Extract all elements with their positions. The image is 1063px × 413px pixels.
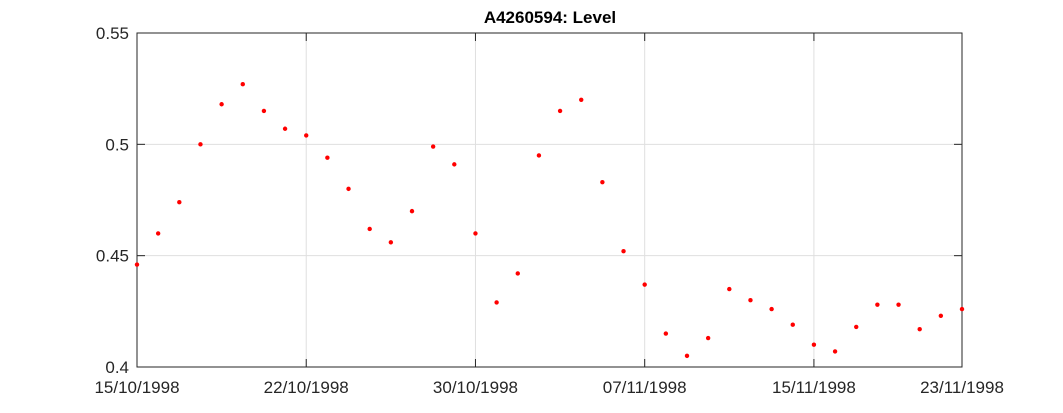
plot-area-frame [136,32,963,368]
data-point [748,298,753,303]
x-tick-label: 15/11/1998 [772,378,856,397]
data-point [875,302,880,307]
grid-lines [137,33,962,367]
x-tick-label: 15/10/1998 [94,378,179,397]
data-point [134,262,140,267]
data-point [388,240,394,245]
data-point [240,82,245,87]
chart-title: A4260594: Level [484,8,616,27]
data-point [684,353,690,359]
data-point [959,306,965,312]
data-point [282,126,288,131]
y-tick-label: 0.45 [96,247,129,266]
data-point [917,326,922,332]
data-point [705,335,711,341]
data-point [155,231,161,236]
data-point [367,226,372,232]
x-tick-label: 30/10/1998 [433,378,518,397]
data-point [600,179,605,185]
data-point [177,200,182,205]
data-point [198,142,203,147]
data-point [790,322,795,327]
data-point [473,231,478,236]
data-point [727,286,732,292]
data-point [304,133,309,138]
data-point [642,282,647,287]
data-point [769,306,774,312]
data-point [409,208,415,214]
y-axis-tick-labels: 0.4 0.45 0.5 0.55 [96,24,129,377]
data-point [452,162,457,167]
data-point [515,271,520,276]
data-point [325,155,330,160]
data-point [832,349,838,354]
x-axis-tick-labels: 15/10/1998 22/10/1998 30/10/1998 07/11/1998… [94,378,1003,397]
y-tick-label: 0.5 [105,135,129,154]
x-tick-label: 22/10/1998 [264,378,349,397]
data-point [896,302,901,307]
data-points [134,82,965,359]
data-point [663,331,669,336]
data-point [261,108,267,114]
x-tick-label: 07/11/1998 [603,378,687,397]
data-point [430,144,436,149]
data-point [494,300,499,305]
data-point [346,186,351,192]
data-point [938,313,944,318]
axis-ticks [136,32,963,368]
data-point [811,342,817,347]
data-point [621,249,626,254]
x-tick-label: 23/11/1998 [920,378,1004,397]
y-tick-label: 0.55 [96,24,129,43]
data-point [536,153,542,158]
data-point [557,108,563,114]
y-tick-label: 0.4 [105,358,129,377]
data-point [854,324,859,330]
data-point [219,102,224,107]
data-point [579,97,584,103]
